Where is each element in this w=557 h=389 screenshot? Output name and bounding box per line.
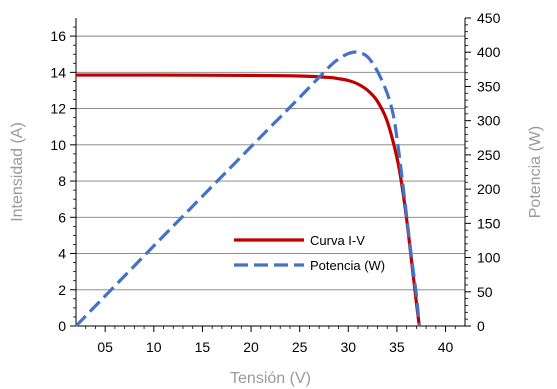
y2-tick-label: 300 xyxy=(477,113,501,129)
legend-label-curva-iv: Curva I-V xyxy=(310,233,365,248)
y-tick-label: 14 xyxy=(50,64,66,80)
y-tick-label: 0 xyxy=(58,318,66,334)
x-tick-label: 30 xyxy=(341,339,357,355)
x-tick-label: 20 xyxy=(243,339,259,355)
x-tick-label: 05 xyxy=(97,339,113,355)
x-tick-label: 25 xyxy=(292,339,308,355)
x-tick-label: 35 xyxy=(389,339,405,355)
y2-axis-title: Potencia (W) xyxy=(527,126,544,218)
y2-tick-label: 100 xyxy=(477,250,501,266)
series-line-curva-iv xyxy=(75,73,421,327)
y2-tick-label: 150 xyxy=(477,215,501,231)
x-tick-label: 40 xyxy=(438,339,454,355)
y2-tick-label: 200 xyxy=(477,181,501,197)
y-tick-label: 12 xyxy=(50,101,66,117)
y-axis-left: 0 2 4 6 8 10 12 14 16 xyxy=(50,18,77,334)
x-axis: 05 10 15 20 25 30 35 40 xyxy=(76,325,465,355)
y2-tick-label: 450 xyxy=(477,10,501,26)
x-tick-label: 10 xyxy=(146,339,162,355)
y2-tick-label: 250 xyxy=(477,147,501,163)
y2-tick-label: 50 xyxy=(477,284,493,300)
x-axis-title: Tensión (V) xyxy=(230,370,311,387)
x-tick-label: 15 xyxy=(195,339,211,355)
y2-tick-label: 350 xyxy=(477,78,501,94)
series-line-potencia xyxy=(74,50,421,328)
y2-tick-label: 0 xyxy=(477,318,485,334)
legend-label-potencia: Potencia (W) xyxy=(310,258,385,273)
series-group xyxy=(74,50,421,328)
grid-lines xyxy=(76,35,465,291)
y-axis-right: 0 50 100 150 200 250 300 350 400 450 xyxy=(464,10,501,334)
y-tick-label: 10 xyxy=(50,137,66,153)
y-tick-label: 4 xyxy=(58,246,66,262)
y-axis-title: Intensidad (A) xyxy=(9,122,26,222)
y-tick-label: 2 xyxy=(58,282,66,298)
y-tick-label: 16 xyxy=(50,28,66,44)
y-tick-label: 6 xyxy=(58,209,66,225)
y-tick-label: 8 xyxy=(58,173,66,189)
legend: Curva I-V Potencia (W) xyxy=(234,233,385,273)
y2-tick-label: 400 xyxy=(477,44,501,60)
